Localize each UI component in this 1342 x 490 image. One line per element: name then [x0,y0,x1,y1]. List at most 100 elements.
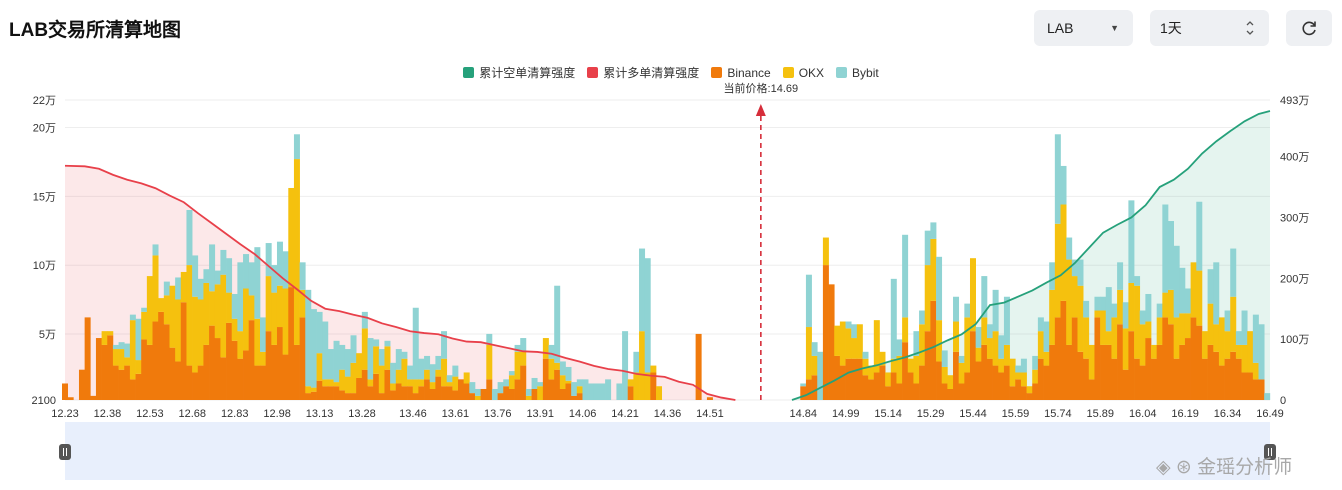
bar-bybit [361,311,368,329]
bar-okx [350,362,357,394]
bar-okx [203,282,210,345]
bar-bybit [452,365,459,377]
bar-bybit [327,349,334,380]
bar-binance [141,339,148,400]
bar-bybit [1145,293,1152,322]
bar-bybit [992,289,999,332]
bar-bybit [282,251,289,289]
bar-bybit [344,349,351,377]
bar-bybit [998,335,1005,359]
x-tick-label: 14.51 [696,408,724,420]
handle-icon[interactable] [1264,444,1276,460]
bar-binance [231,340,238,400]
bar-bybit [520,338,527,352]
bar-binance [356,377,363,400]
bar-okx [650,365,657,373]
bar-binance [1049,344,1056,400]
legend-item-bybit[interactable]: Bybit [836,64,879,81]
bar-bybit [186,210,193,266]
bar-okx [141,311,148,340]
x-tick-label: 12.98 [263,408,291,420]
legend-swatch-binance [711,67,723,78]
bar-binance [299,317,306,400]
bar-bybit [339,344,346,370]
bar-okx [656,386,663,400]
bar-okx [344,376,351,394]
period-select[interactable]: 1天 [1150,10,1269,46]
bar-bybit [851,324,858,339]
bar-binance [1173,358,1180,400]
pause-icon[interactable] [59,444,71,460]
bar-bybit [565,366,572,381]
bar-okx [1235,344,1242,359]
bar-binance [1184,338,1191,400]
bar-binance [152,321,159,400]
bar-okx [395,369,402,384]
bar-bybit [350,335,357,363]
symbol-select[interactable]: LAB ▼ [1034,10,1133,46]
bar-bybit [254,247,261,319]
bar-binance [992,365,999,400]
bar-bybit [958,355,965,363]
bar-okx [542,338,549,359]
bar-binance [118,369,125,400]
bar-binance [265,331,272,400]
bar-okx [845,328,852,359]
bar-okx [1015,372,1022,380]
bar-bybit [975,327,982,348]
bar-bybit [1162,204,1169,293]
bar-bybit [800,383,807,387]
bar-binance [220,357,227,400]
bar-binance [226,322,233,400]
bar-okx [1128,282,1135,332]
bar-bybit [805,274,812,328]
bar-binance [175,361,182,400]
bar-okx [237,331,244,359]
bar-binance [78,369,85,400]
bar-binance [260,365,267,400]
bar-okx [1190,262,1197,318]
bar-okx [924,265,931,332]
x-tick-label: 15.29 [917,408,945,420]
bar-binance [1145,338,1152,400]
bar-binance [1088,379,1095,400]
bar-binance [800,386,807,400]
bar-bybit [441,331,448,359]
legend-item-short[interactable]: 累计空单清算强度 [463,64,575,81]
bar-binance [839,365,846,400]
x-tick-label: 14.99 [832,408,860,420]
bar-bybit [322,321,329,380]
bar-okx [214,284,221,339]
bar-bybit [1100,296,1107,311]
bar-bybit [508,371,515,376]
bar-bybit [1134,276,1141,286]
bar-okx [1156,317,1163,345]
bar-binance [288,287,295,400]
bar-bybit [1235,331,1242,345]
bar-okx [486,344,493,380]
bar-binance [930,300,937,400]
bar-binance [446,386,453,400]
bar-bybit [1049,262,1056,290]
x-tick-label: 12.38 [94,408,122,420]
bar-binance [851,358,858,400]
bar-binance [706,397,713,400]
legend-item-binance[interactable]: Binance [711,64,771,81]
bar-okx [1224,331,1231,359]
bar-binance [1241,372,1248,400]
legend-item-okx[interactable]: OKX [782,64,824,81]
refresh-button[interactable] [1286,10,1332,46]
bar-binance [107,335,114,400]
legend-swatch-long [587,67,599,78]
legend-item-long[interactable]: 累计多单清算强度 [587,64,699,81]
bar-binance [1139,365,1146,400]
bar-okx [260,351,267,366]
bar-okx [1111,317,1118,359]
bar-bybit [214,270,221,285]
bar-binance [695,333,702,400]
bar-bybit [1037,317,1044,332]
bar-okx [129,320,136,380]
bar-bybit [197,278,204,300]
x-tick-label: 16.49 [1256,408,1284,420]
bar-okx [175,299,182,362]
